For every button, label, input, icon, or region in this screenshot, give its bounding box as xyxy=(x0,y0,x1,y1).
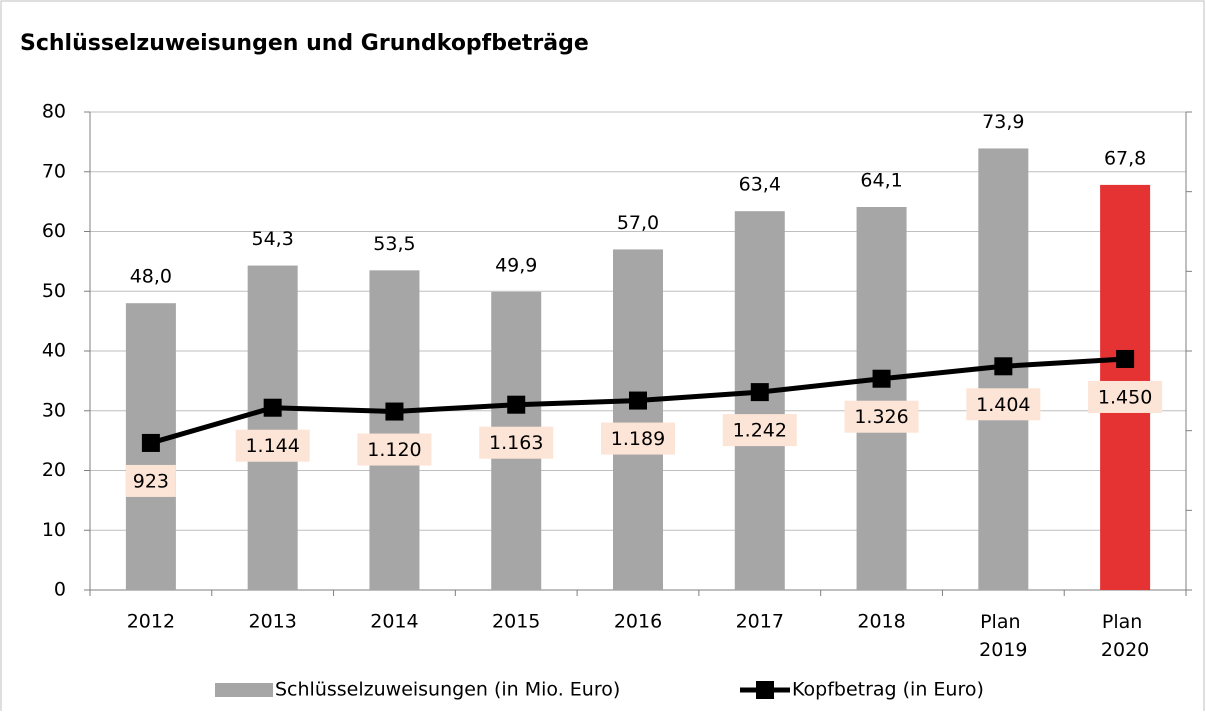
line-marker xyxy=(263,398,282,417)
value-label-box xyxy=(966,388,1041,421)
line-marker xyxy=(994,357,1013,376)
value-label-box xyxy=(722,414,797,447)
bar-value-label: 73,9 xyxy=(982,111,1024,133)
line-value-label: 1.326 xyxy=(854,406,908,428)
bar-value-label: 67,8 xyxy=(1104,147,1146,169)
x-tick-label-line: 2020 xyxy=(1101,639,1149,661)
value-label-box xyxy=(601,422,675,455)
line-value-label: 1.242 xyxy=(733,420,787,442)
y-tick-label: 30 xyxy=(42,399,66,421)
bar xyxy=(856,207,907,590)
x-tick-label-line: 2019 xyxy=(979,639,1027,661)
y-tick-label: 0 xyxy=(54,579,66,601)
value-label-box xyxy=(1088,380,1163,413)
line-value-label: 1.163 xyxy=(489,432,543,454)
value-label-box xyxy=(844,400,919,433)
line-value-label: 1.450 xyxy=(1098,386,1152,408)
line-marker xyxy=(1116,349,1135,368)
bar-value-label: 64,1 xyxy=(860,170,902,192)
y-tick-label: 60 xyxy=(42,220,66,242)
bar-value-label: 57,0 xyxy=(617,212,659,234)
bar-value-label: 49,9 xyxy=(495,254,537,276)
legend-label: Schlüsselzuweisungen (in Mio. Euro) xyxy=(275,679,620,701)
x-tick-label: 2012 xyxy=(127,611,175,633)
y-tick-label: 80 xyxy=(42,101,66,123)
bar xyxy=(369,270,420,590)
x-tick-label: Plan 2019 xyxy=(979,611,1027,661)
y-tick-label: 40 xyxy=(42,340,66,362)
bar-value-label: 54,3 xyxy=(252,228,294,250)
bar xyxy=(613,249,663,591)
legend-swatch xyxy=(215,683,273,697)
value-label-box xyxy=(235,429,310,462)
line-value-label: 1.189 xyxy=(611,428,665,450)
line-value-label: 1.144 xyxy=(245,435,299,457)
chart-title: Schlüsselzuweisungen und Grundkopfbeträg… xyxy=(20,31,589,56)
x-tick-label: 2017 xyxy=(736,611,784,633)
legend-label: Kopfbetrag (in Euro) xyxy=(792,679,984,701)
x-tick-label-line: Plan xyxy=(980,611,1026,633)
x-tick-label-line: Plan xyxy=(1102,611,1148,633)
line-marker xyxy=(872,369,891,388)
value-label-box xyxy=(357,433,432,466)
line-marker xyxy=(629,391,647,410)
x-tick-label: 2018 xyxy=(857,611,905,633)
x-tick-label: 2013 xyxy=(248,611,296,633)
bar-value-label: 63,4 xyxy=(739,174,781,196)
y-tick-label: 70 xyxy=(42,160,66,182)
line-marker xyxy=(385,402,404,421)
value-label-box xyxy=(479,426,554,459)
line-value-label: 1.120 xyxy=(367,439,421,461)
line-marker xyxy=(141,433,160,452)
legend-marker xyxy=(756,681,774,699)
line-marker xyxy=(750,383,769,402)
bar-value-label: 53,5 xyxy=(373,233,415,255)
y-tick-label: 10 xyxy=(42,519,66,541)
y-tick-label: 20 xyxy=(42,459,66,481)
line-marker xyxy=(507,395,526,414)
line-value-label: 923 xyxy=(133,470,169,492)
x-tick-label: 2016 xyxy=(614,611,662,633)
x-tick-label: Plan 2020 xyxy=(1101,611,1149,661)
bar xyxy=(247,265,298,590)
y-tick-label: 50 xyxy=(42,280,66,302)
x-tick-label: 2014 xyxy=(370,611,418,633)
x-tick-label: 2015 xyxy=(492,611,540,633)
bar-value-label: 48,0 xyxy=(130,266,172,288)
value-label-box xyxy=(125,464,176,497)
line-value-label: 1.404 xyxy=(976,394,1030,416)
